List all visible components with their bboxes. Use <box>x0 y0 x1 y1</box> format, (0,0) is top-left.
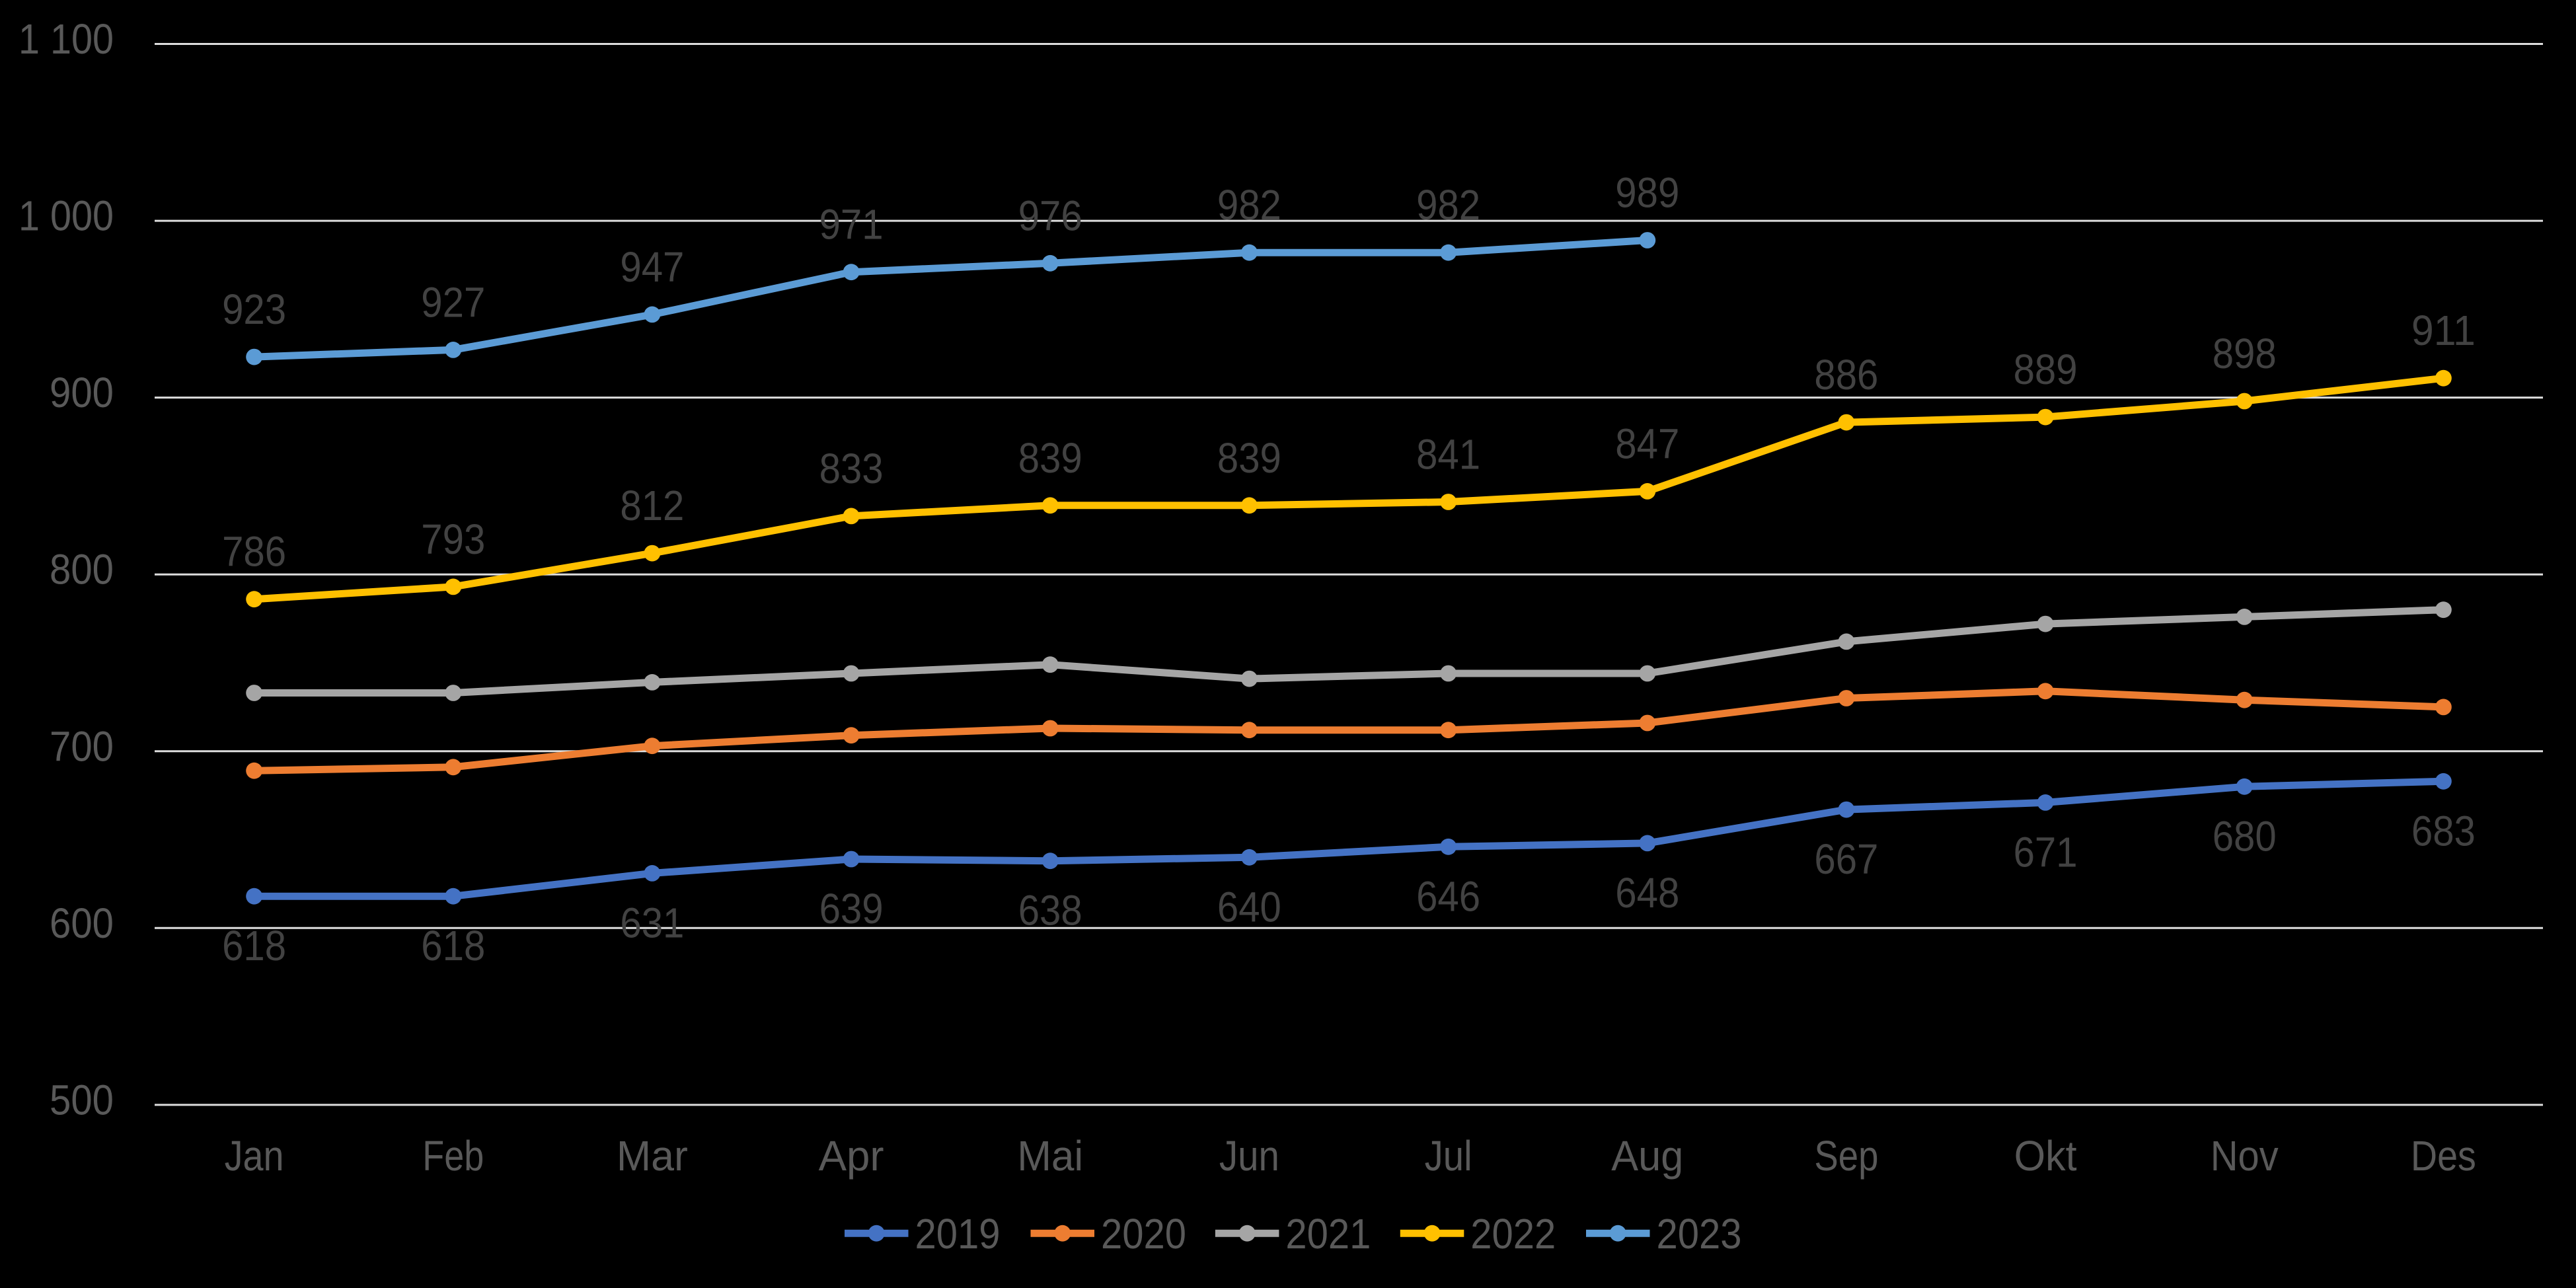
svg-text:Jun: Jun <box>1219 1132 1279 1180</box>
svg-text:600: 600 <box>50 899 114 947</box>
svg-text:640: 640 <box>1217 883 1281 930</box>
svg-text:2019: 2019 <box>915 1210 1001 1258</box>
svg-text:618: 618 <box>421 922 485 969</box>
svg-text:2022: 2022 <box>1470 1210 1556 1258</box>
svg-text:911: 911 <box>2411 307 2476 354</box>
svg-text:886: 886 <box>1814 351 1878 398</box>
svg-text:847: 847 <box>1615 420 1679 467</box>
svg-text:683: 683 <box>2411 807 2476 854</box>
svg-text:976: 976 <box>1018 192 1082 239</box>
svg-text:671: 671 <box>2014 828 2078 876</box>
svg-text:Jul: Jul <box>1425 1132 1472 1180</box>
svg-text:841: 841 <box>1416 431 1480 478</box>
svg-text:1 100: 1 100 <box>19 15 114 63</box>
svg-text:833: 833 <box>819 445 884 492</box>
svg-text:618: 618 <box>222 922 286 969</box>
svg-text:812: 812 <box>620 482 684 529</box>
svg-text:982: 982 <box>1416 181 1480 229</box>
svg-text:889: 889 <box>2014 346 2078 393</box>
svg-text:1 000: 1 000 <box>19 192 114 240</box>
svg-text:898: 898 <box>2213 330 2277 377</box>
svg-text:631: 631 <box>620 899 684 946</box>
svg-text:2020: 2020 <box>1101 1210 1186 1258</box>
svg-text:638: 638 <box>1018 887 1082 934</box>
svg-text:989: 989 <box>1615 169 1679 217</box>
svg-text:839: 839 <box>1018 434 1082 482</box>
svg-text:Feb: Feb <box>422 1132 484 1180</box>
svg-text:900: 900 <box>50 369 114 416</box>
svg-text:Okt: Okt <box>2014 1132 2077 1180</box>
svg-text:Des: Des <box>2411 1132 2476 1180</box>
svg-text:Mai: Mai <box>1017 1132 1083 1180</box>
svg-text:700: 700 <box>50 722 114 770</box>
svg-text:667: 667 <box>1814 835 1878 883</box>
svg-text:800: 800 <box>50 546 114 593</box>
svg-text:2023: 2023 <box>1657 1210 1742 1258</box>
svg-text:2021: 2021 <box>1285 1210 1371 1258</box>
svg-text:786: 786 <box>222 528 286 576</box>
svg-text:Apr: Apr <box>819 1132 884 1180</box>
svg-text:923: 923 <box>222 285 286 333</box>
svg-text:646: 646 <box>1416 872 1480 920</box>
svg-text:680: 680 <box>2213 812 2277 860</box>
svg-text:Mar: Mar <box>617 1132 688 1180</box>
svg-text:Nov: Nov <box>2211 1132 2279 1180</box>
svg-text:971: 971 <box>819 201 884 248</box>
svg-text:927: 927 <box>421 278 485 326</box>
svg-text:500: 500 <box>50 1076 114 1123</box>
svg-text:Sep: Sep <box>1814 1132 1878 1180</box>
svg-text:639: 639 <box>819 885 884 932</box>
svg-text:839: 839 <box>1217 434 1281 482</box>
svg-text:Jan: Jan <box>225 1132 284 1180</box>
svg-text:982: 982 <box>1217 181 1281 229</box>
svg-text:947: 947 <box>620 243 684 291</box>
svg-text:Aug: Aug <box>1611 1132 1683 1180</box>
svg-text:793: 793 <box>421 515 485 563</box>
svg-text:648: 648 <box>1615 869 1679 917</box>
